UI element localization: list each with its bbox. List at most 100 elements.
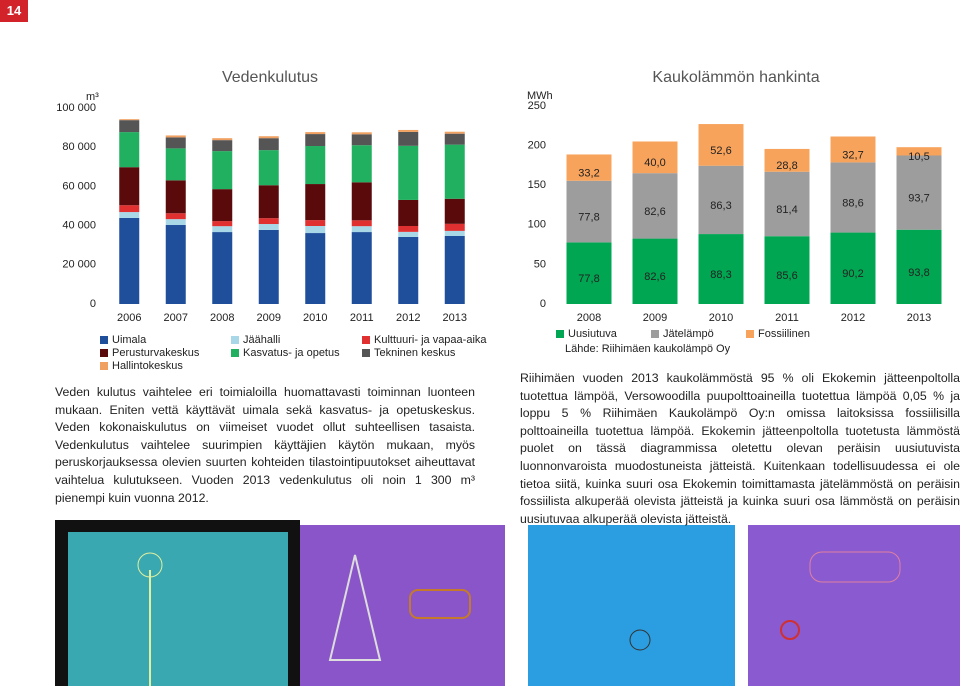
value-label: 93,7 [908,193,929,205]
bar-segment [764,171,810,237]
legend-label: Uusiutuva [568,328,618,340]
paragraph: Veden kulutus vaihtelee eri toimialoilla… [55,385,475,505]
value-label: 10,5 [908,151,929,163]
bar-segment [258,229,279,304]
value-label: 40,0 [644,157,665,169]
x-tick-label: 2008 [577,312,601,324]
legend-label: Jätelämpö [663,328,714,340]
bar-segment [212,151,233,190]
bar-segment [444,223,465,231]
legend-label: Fossiilinen [758,328,810,340]
bar-segment [444,198,465,224]
bar-segment [444,144,465,199]
bar-segment [764,236,810,304]
x-tick-label: 2006 [117,312,141,324]
bar-segment [444,235,465,304]
bar-segment [632,141,678,174]
bar-segment [566,154,612,181]
bar-segment [258,136,279,139]
bar-segment [212,232,233,304]
bar-segment [830,162,876,233]
y-tick-label: 100 [528,219,546,231]
y-tick-label: 100 000 [56,102,96,114]
bar-segment [119,119,140,121]
legend-label: Tekninen keskus [374,347,456,359]
legend-label: Perusturvakeskus [112,347,200,359]
bar-segment [632,173,678,239]
bar-segment [351,132,372,135]
bar-segment [398,236,419,304]
legend-label: Kulttuuri- ja vapaa-aika [374,334,487,346]
value-label: 28,8 [776,160,797,172]
bar-segment [896,147,942,156]
bar-segment [398,231,419,237]
bar-segment [165,213,186,220]
bar-segment [444,133,465,145]
paragraph: Riihimäen vuoden 2013 kaukolämmöstä 95 %… [520,371,960,526]
y-tick-label: 80 000 [62,141,96,153]
x-tick-label: 2011 [775,312,799,324]
y-tick-label: 50 [534,258,546,270]
y-tick-label: 200 [528,140,546,152]
value-label: 82,6 [644,271,665,283]
bar-segment [566,242,612,304]
bar-segment [119,217,140,304]
value-label: 32,7 [842,149,863,161]
bar-segment [258,138,279,151]
bar-segment [212,226,233,233]
legend-label: Hallintokeskus [112,360,183,372]
bar-segment [119,205,140,213]
x-tick-label: 2008 [210,312,234,324]
y-tick-label: 60 000 [62,180,96,192]
y-tick-label: 40 000 [62,220,96,232]
bar-segment [212,189,233,222]
y-tick-label: 250 [528,100,546,112]
legend-label: Uimala [112,334,147,346]
bar-segment [444,230,465,236]
bar-segment [119,120,140,133]
bar-segment [165,148,186,181]
chart-title: Kaukolämmön hankinta [652,69,819,86]
value-label: 81,4 [776,204,797,216]
bar-segment [398,131,419,146]
bar-segment [305,225,326,234]
value-label: 86,3 [710,200,731,212]
value-label: 77,8 [578,273,599,285]
x-tick-label: 2010 [303,312,327,324]
bar-segment [305,184,326,221]
bar-segment [444,131,465,134]
bar-segment [305,134,326,147]
y-tick-label: 150 [528,179,546,191]
bar-segment [305,220,326,226]
bar-segment [566,180,612,243]
value-label: 90,2 [842,268,863,280]
bar-segment [896,229,942,304]
chart-title: Vedenkulutus [222,69,318,86]
legend-swatch [100,362,108,370]
bar-segment [258,185,279,219]
value-label: 85,6 [776,270,797,282]
legend-swatch [231,336,239,344]
bar-segment [830,232,876,304]
page-number: 14 [0,0,28,22]
bar-segment [896,155,942,230]
legend-swatch [100,349,108,357]
drawings [55,520,960,686]
x-tick-label: 2010 [709,312,733,324]
bar-segment [698,234,744,304]
value-label: 52,6 [710,145,731,157]
source: Lähde: Riihimäen kaukolämpö Oy [565,343,731,355]
bar-segment [258,224,279,230]
value-label: 77,8 [578,211,599,223]
value-label: 88,3 [710,269,731,281]
bar-segment [165,225,186,304]
x-tick-label: 2009 [257,312,281,324]
legend-label: Jäähalli [243,334,280,346]
bar-segment [398,199,419,226]
bar-segment [165,180,186,214]
bar-segment [351,232,372,304]
legend-swatch [362,349,370,357]
bar-segment [165,135,186,138]
